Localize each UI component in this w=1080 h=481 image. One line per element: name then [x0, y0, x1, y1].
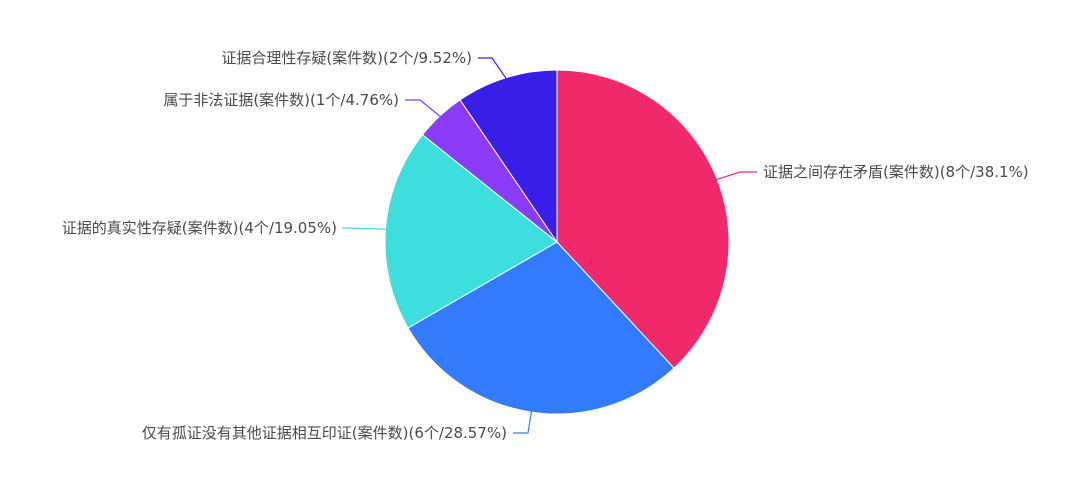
- slice-label: 证据的真实性存疑(案件数)(4个/19.05%): [62, 219, 337, 237]
- leader-line: [342, 227, 388, 230]
- leader-line: [513, 410, 533, 434]
- leader-line: [478, 57, 508, 80]
- leader-line: [715, 171, 757, 181]
- leader-line: [405, 99, 442, 118]
- slice-label: 仅有孤证没有其他证据相互印证(案件数)(6个/28.57%): [142, 424, 507, 442]
- slice-label: 证据之间存在矛盾(案件数)(8个/38.1%): [763, 163, 1029, 181]
- slice-label: 证据合理性存疑(案件数)(2个/9.52%): [221, 49, 472, 67]
- pie-slice[interactable]: [459, 69, 558, 244]
- slice-label: 属于非法证据(案件数)(1个/4.76%): [163, 91, 399, 109]
